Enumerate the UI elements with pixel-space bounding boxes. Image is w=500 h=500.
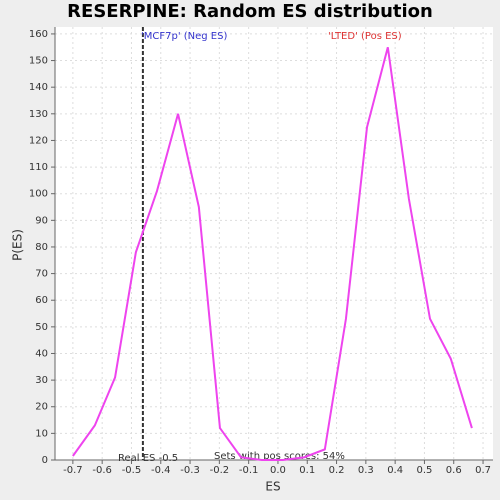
x-tick-label: -0.4 bbox=[151, 465, 171, 476]
x-axis-label: ES bbox=[265, 480, 280, 494]
x-tick-label: 0.6 bbox=[446, 465, 462, 476]
x-tick-label: -0.5 bbox=[122, 465, 142, 476]
y-tick-label: 10 bbox=[35, 428, 48, 439]
y-tick-label: 40 bbox=[35, 348, 48, 359]
x-tick-label: -0.1 bbox=[239, 465, 259, 476]
y-tick-label: 30 bbox=[35, 375, 48, 386]
y-tick-label: 150 bbox=[29, 56, 48, 67]
x-tick-label: -0.2 bbox=[210, 465, 230, 476]
pos-label: 'LTED' (Pos ES) bbox=[328, 31, 402, 42]
x-tick-label: 0.4 bbox=[387, 465, 403, 476]
y-tick-label: 120 bbox=[29, 135, 48, 146]
y-tick-label: 0 bbox=[42, 455, 48, 466]
neg-label: 'MCF7p' (Neg ES) bbox=[141, 31, 227, 42]
y-axis-label: P(ES) bbox=[11, 229, 25, 261]
y-tick-label: 160 bbox=[29, 29, 48, 40]
plot-area bbox=[55, 27, 493, 460]
y-tick-label: 20 bbox=[35, 402, 48, 413]
x-tick-label: 0.2 bbox=[329, 465, 345, 476]
y-tick-label: 90 bbox=[35, 215, 48, 226]
y-tick-label: 80 bbox=[35, 242, 48, 253]
x-tick-label: 0.0 bbox=[270, 465, 286, 476]
x-tick-label: -0.6 bbox=[92, 465, 112, 476]
x-tick-label: -0.7 bbox=[63, 465, 83, 476]
y-tick-label: 110 bbox=[29, 162, 48, 173]
x-tick-label: 0.5 bbox=[416, 465, 432, 476]
y-tick-label: 70 bbox=[35, 269, 48, 280]
pos-scores-label: Sets with pos scores: 54% bbox=[214, 451, 345, 462]
y-tick-label: 60 bbox=[35, 295, 48, 306]
chart-title: RESERPINE: Random ES distribution bbox=[67, 1, 433, 22]
y-tick-label: 50 bbox=[35, 322, 48, 333]
x-tick-label: -0.3 bbox=[180, 465, 200, 476]
y-tick-label: 130 bbox=[29, 109, 48, 120]
x-tick-label: 0.3 bbox=[358, 465, 374, 476]
y-tick-label: 100 bbox=[29, 189, 48, 200]
data-line bbox=[72, 46, 473, 461]
x-tick-label: 0.7 bbox=[475, 465, 491, 476]
y-tick-label: 140 bbox=[29, 82, 48, 93]
real-es-label: Real ES -0.5 bbox=[118, 453, 178, 464]
x-tick-label: 0.1 bbox=[299, 465, 315, 476]
